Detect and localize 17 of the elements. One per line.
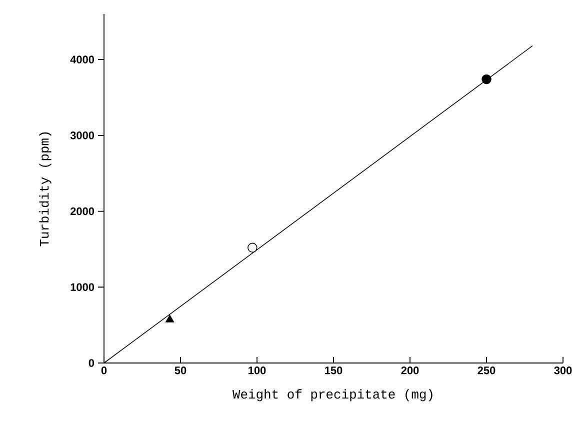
y-tick-label: 1000 <box>70 283 94 292</box>
y-tick-label: 4000 <box>70 56 94 64</box>
x-tick-label: 0 <box>101 366 107 374</box>
y-tick-label: 0 <box>88 359 94 367</box>
y-axis-title: Turbidity (ppm) <box>39 132 52 246</box>
point <box>166 314 174 322</box>
x-tick-label: 250 <box>478 366 496 374</box>
x-tick-label: 150 <box>325 366 342 374</box>
x-tick-label: 300 <box>554 366 572 374</box>
x-tick-label: 50 <box>174 366 186 374</box>
x-tick-label: 200 <box>401 366 419 374</box>
point <box>248 242 258 253</box>
x-tick-label: 100 <box>248 366 266 374</box>
point <box>482 74 492 84</box>
x-axis-title: Weight of precipitate (mg) <box>232 389 432 402</box>
y-tick-label: 2000 <box>70 207 94 216</box>
y-tick-label: 3000 <box>70 132 94 140</box>
